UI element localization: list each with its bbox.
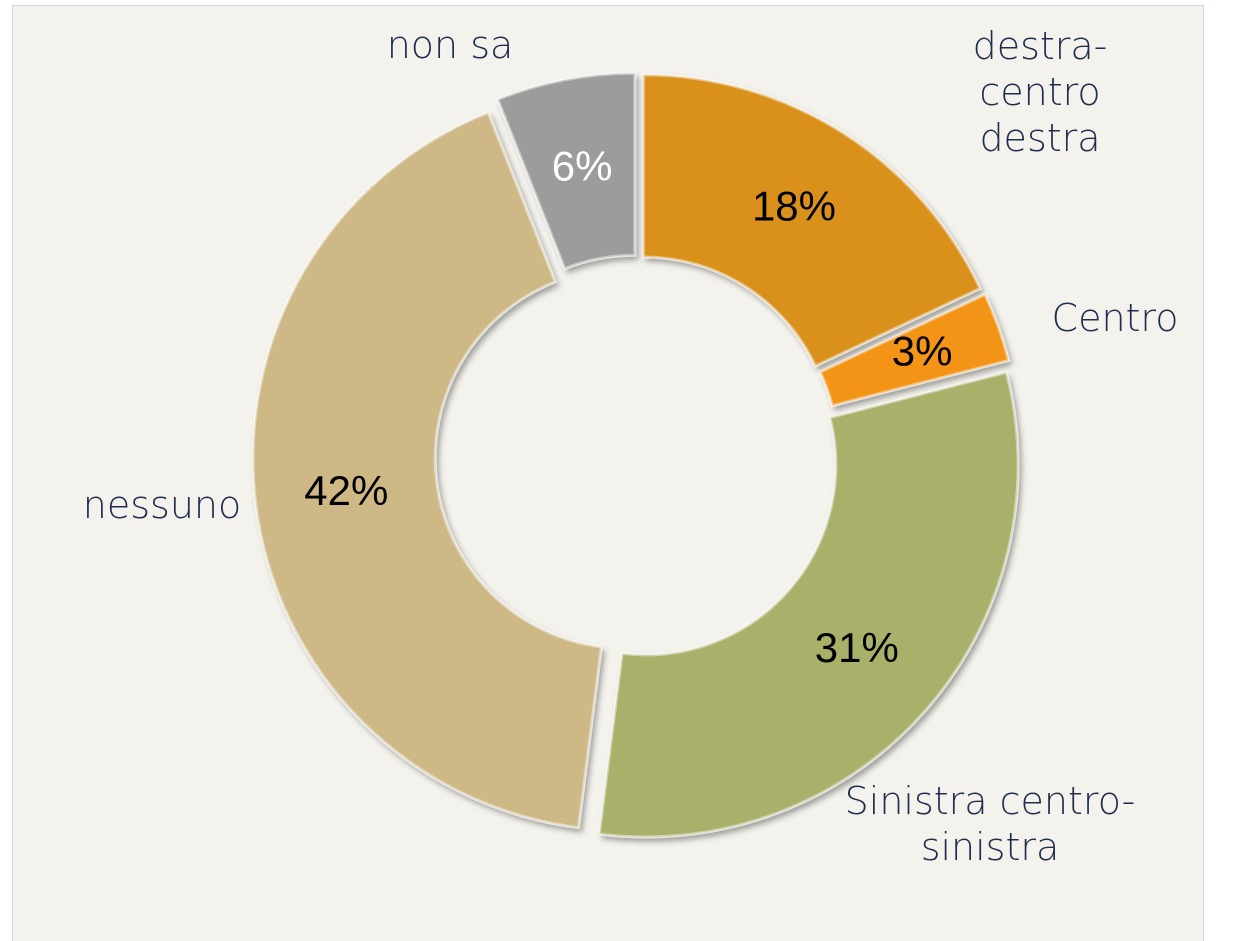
donut-slice — [641, 73, 983, 368]
category-label: Centro — [1051, 296, 1179, 340]
data-label: 3% — [892, 327, 953, 374]
category-label: nessuno — [82, 483, 242, 527]
data-label: 6% — [552, 142, 613, 189]
data-label: 31% — [815, 624, 899, 671]
data-label: 42% — [304, 467, 388, 514]
data-label: 18% — [752, 183, 836, 230]
donut-slice — [597, 370, 1020, 839]
donut-slice — [495, 71, 637, 271]
category-label: non sa — [386, 23, 514, 67]
donut-slice — [818, 292, 1011, 408]
donut-slice — [251, 110, 603, 830]
category-label: destra-centro destra — [972, 24, 1108, 160]
category-label: Sinistra centro-sinistra — [844, 779, 1136, 869]
